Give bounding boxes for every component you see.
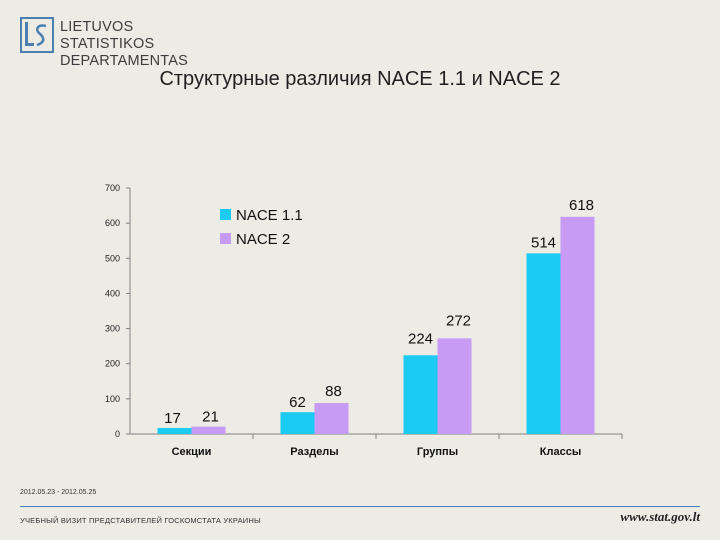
bar-data-label: 88 xyxy=(325,383,342,400)
bar-chart: 0 100 200 300 400 500 600 700 17 21 Секции 62 88 Разд… xyxy=(88,170,648,470)
bar-data-label: 224 xyxy=(408,330,433,347)
date-range: 2012.05.23 - 2012.05.25 xyxy=(20,489,97,496)
category-label: Разделы xyxy=(290,446,338,458)
bar xyxy=(191,426,226,434)
bar-data-label: 618 xyxy=(569,197,594,214)
y-tick-label: 700 xyxy=(105,183,120,193)
y-tick-label: 400 xyxy=(105,288,120,298)
bar xyxy=(526,253,561,434)
bar xyxy=(437,338,472,434)
legend-swatch xyxy=(220,233,231,244)
org-name-line2: DEPARTAMENTAS xyxy=(60,53,189,69)
y-tick-label: 600 xyxy=(105,218,120,228)
bar xyxy=(403,355,438,434)
bar-data-label: 62 xyxy=(289,394,306,411)
org-logo: LIETUVOS STATISTIKOS DEPARTAMENTAS xyxy=(20,17,230,69)
y-tick-label: 200 xyxy=(105,359,120,369)
chart-svg: 0 100 200 300 400 500 600 700 17 21 Секции 62 88 Разд… xyxy=(105,183,623,458)
bar xyxy=(157,428,192,434)
legend-swatch xyxy=(220,209,231,220)
org-name: LIETUVOS STATISTIKOS DEPARTAMENTAS xyxy=(60,19,230,70)
bar xyxy=(560,216,595,434)
bar xyxy=(280,412,315,434)
footer-website: www.stat.gov.lt xyxy=(620,509,700,524)
bar-data-label: 514 xyxy=(531,234,556,251)
category-label: Группы xyxy=(417,446,458,458)
y-tick-label: 300 xyxy=(105,324,120,334)
y-tick-label: 500 xyxy=(105,253,120,263)
y-tick-label: 100 xyxy=(105,394,120,404)
bar-data-label: 21 xyxy=(202,409,219,426)
footer-divider xyxy=(20,506,700,507)
org-name-line1: LIETUVOS STATISTIKOS xyxy=(60,19,155,52)
slide-title: Структурные различия NACE 1.1 и NACE 2 xyxy=(159,68,561,90)
ls-monogram-icon xyxy=(20,17,54,53)
y-tick-label: 0 xyxy=(115,429,120,439)
bar xyxy=(314,403,349,434)
legend-label: NACE 1.1 xyxy=(236,207,303,224)
bar-data-label: 17 xyxy=(164,410,181,427)
category-label: Классы xyxy=(540,446,581,458)
bar-data-label: 272 xyxy=(446,312,471,329)
footer-event: УЧЕБНЫЙ ВИЗИТ ПРЕДСТАВИТЕЛЕЙ ГОСКОМСТАТА… xyxy=(20,516,261,525)
legend-label: NACE 2 xyxy=(236,231,290,248)
category-label: Секции xyxy=(172,446,212,458)
